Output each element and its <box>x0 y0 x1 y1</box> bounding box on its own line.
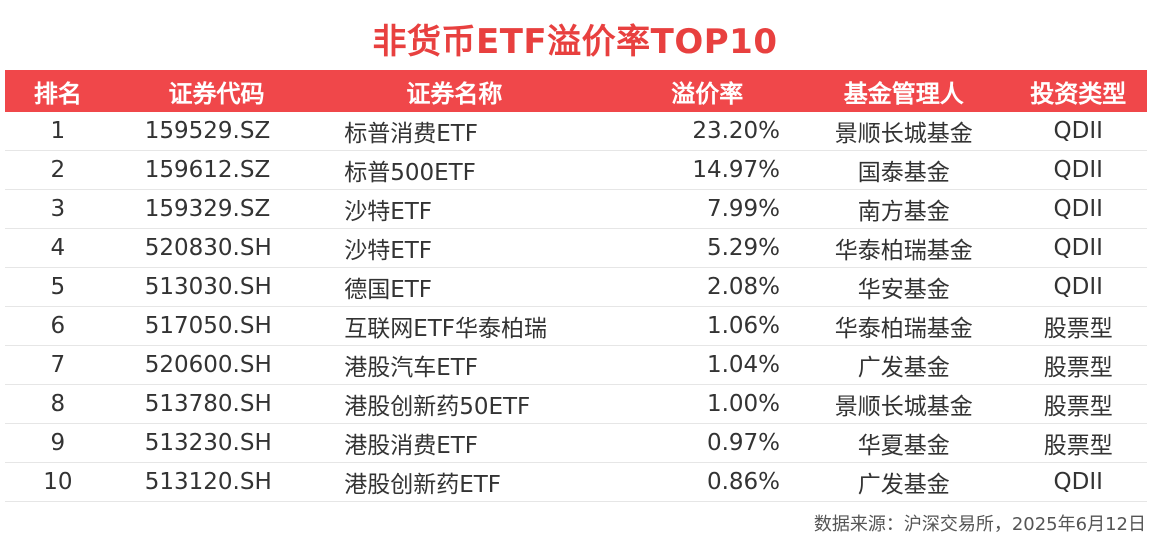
table-row: 3 159329.SZ 沙特ETF 7.99% 南方基金 QDII <box>5 189 1147 229</box>
table-row: 1 159529.SZ 标普消费ETF 23.20% 景顺长城基金 QDII <box>5 112 1147 151</box>
cell-manager: 南方基金 <box>798 189 1010 229</box>
cell-type: QDII <box>1009 112 1147 151</box>
cell-rank: 2 <box>5 150 111 190</box>
cell-rank: 3 <box>5 189 111 229</box>
cell-code: 513120.SH <box>110 462 323 502</box>
cell-premium: 1.06% <box>586 306 799 346</box>
table-row: 5 513030.SH 德国ETF 2.08% 华安基金 QDII <box>5 267 1147 307</box>
header-premium: 溢价率 <box>671 79 744 108</box>
cell-rank: 7 <box>5 345 111 385</box>
header-manager: 基金管理人 <box>843 79 964 108</box>
premium-table: 排名 证券代码 证券名称 溢价率 基金管理人 投资类型 1 159529.SZ 标普… <box>5 70 1147 502</box>
cell-manager: 景顺长城基金 <box>798 112 1010 151</box>
cell-premium: 23.20% <box>586 112 799 151</box>
cell-name: 德国ETF <box>322 267 587 307</box>
cell-type: QDII <box>1009 150 1147 190</box>
cell-rank: 6 <box>5 306 111 346</box>
header-rank: 排名 <box>33 79 82 108</box>
cell-premium: 2.08% <box>586 267 799 307</box>
cell-premium: 14.97% <box>586 150 799 190</box>
cell-type: 股票型 <box>1009 306 1147 346</box>
cell-name: 港股创新药50ETF <box>322 384 587 424</box>
cell-code: 159329.SZ <box>110 189 323 229</box>
cell-type: QDII <box>1009 462 1147 502</box>
cell-code: 520600.SH <box>110 345 323 385</box>
cell-code: 513230.SH <box>110 423 323 463</box>
cell-manager: 景顺长城基金 <box>798 384 1010 424</box>
cell-name: 标普消费ETF <box>322 112 587 151</box>
cell-type: 股票型 <box>1009 384 1147 424</box>
cell-premium: 1.00% <box>586 384 799 424</box>
cell-code: 513030.SH <box>110 267 323 307</box>
cell-premium: 5.29% <box>586 228 799 268</box>
cell-rank: 8 <box>5 384 111 424</box>
cell-type: QDII <box>1009 189 1147 229</box>
cell-premium: 7.99% <box>586 189 799 229</box>
cell-name: 港股汽车ETF <box>322 345 587 385</box>
table-row: 6 517050.SH 互联网ETF华泰柏瑞 1.06% 华泰柏瑞基金 股票型 <box>5 306 1147 346</box>
cell-premium: 1.04% <box>586 345 799 385</box>
header-code: 证券代码 <box>168 79 265 108</box>
cell-manager: 华泰柏瑞基金 <box>798 306 1010 346</box>
data-source-note: 数据来源：沪深交易所，2025年6月12日 <box>813 514 1146 535</box>
cell-name: 港股消费ETF <box>322 423 587 463</box>
cell-name: 沙特ETF <box>322 189 587 229</box>
cell-name: 沙特ETF <box>322 228 587 268</box>
cell-premium: 0.86% <box>586 462 799 502</box>
cell-code: 520830.SH <box>110 228 323 268</box>
cell-manager: 华夏基金 <box>798 423 1010 463</box>
cell-rank: 9 <box>5 423 111 463</box>
cell-type: QDII <box>1009 267 1147 307</box>
cell-type: QDII <box>1009 228 1147 268</box>
table-header-row: 排名 证券代码 证券名称 溢价率 基金管理人 投资类型 <box>5 70 1147 112</box>
table-row: 2 159612.SZ 标普500ETF 14.97% 国泰基金 QDII <box>5 150 1147 190</box>
cell-rank: 4 <box>5 228 111 268</box>
cell-rank: 1 <box>5 112 111 151</box>
cell-name: 港股创新药ETF <box>322 462 587 502</box>
cell-code: 513780.SH <box>110 384 323 424</box>
page-title: 非货币ETF溢价率TOP10 <box>372 22 778 62</box>
cell-manager: 广发基金 <box>798 345 1010 385</box>
header-type: 投资类型 <box>1030 79 1127 108</box>
cell-manager: 华安基金 <box>798 267 1010 307</box>
header-name: 证券名称 <box>406 79 503 108</box>
cell-manager: 广发基金 <box>798 462 1010 502</box>
cell-type: 股票型 <box>1009 345 1147 385</box>
cell-manager: 国泰基金 <box>798 150 1010 190</box>
table-row: 10 513120.SH 港股创新药ETF 0.86% 广发基金 QDII <box>5 462 1147 502</box>
cell-code: 159612.SZ <box>110 150 323 190</box>
cell-premium: 0.97% <box>586 423 799 463</box>
cell-name: 标普500ETF <box>322 150 587 190</box>
cell-rank: 10 <box>5 462 111 502</box>
table-row: 9 513230.SH 港股消费ETF 0.97% 华夏基金 股票型 <box>5 423 1147 463</box>
table-row: 8 513780.SH 港股创新药50ETF 1.00% 景顺长城基金 股票型 <box>5 384 1147 424</box>
cell-type: 股票型 <box>1009 423 1147 463</box>
cell-code: 159529.SZ <box>110 112 323 151</box>
cell-manager: 华泰柏瑞基金 <box>798 228 1010 268</box>
cell-name: 互联网ETF华泰柏瑞 <box>322 306 587 346</box>
table-row: 4 520830.SH 沙特ETF 5.29% 华泰柏瑞基金 QDII <box>5 228 1147 268</box>
table-row: 7 520600.SH 港股汽车ETF 1.04% 广发基金 股票型 <box>5 345 1147 385</box>
cell-rank: 5 <box>5 267 111 307</box>
cell-code: 517050.SH <box>110 306 323 346</box>
